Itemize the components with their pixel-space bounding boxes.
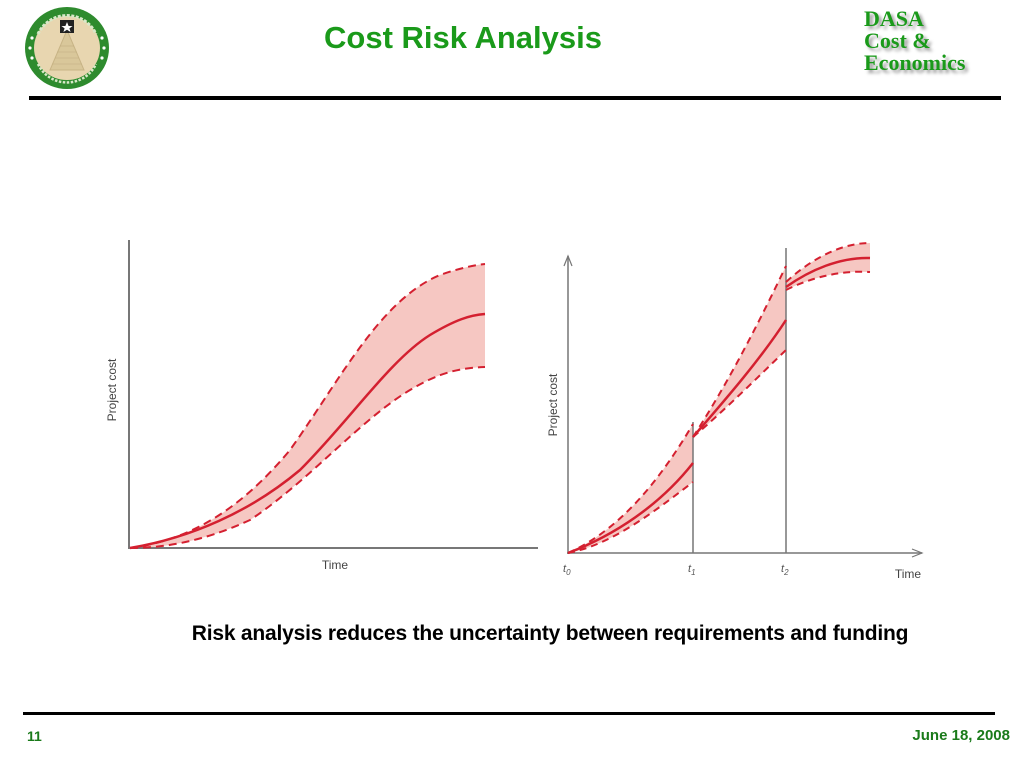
us-army-seal-logo bbox=[24, 6, 110, 90]
upper-bound-curve-3 bbox=[785, 242, 871, 283]
lower-bound-curve-1 bbox=[567, 481, 694, 554]
upper-bound-curve-1 bbox=[567, 423, 694, 554]
y-axis-label: Project cost bbox=[546, 373, 560, 436]
uncertainty-band-segment-2 bbox=[693, 266, 786, 437]
slide-caption: Risk analysis reduces the uncertainty be… bbox=[191, 622, 909, 645]
page-number: 11 bbox=[27, 728, 42, 744]
expected-cost-curve bbox=[129, 312, 486, 550]
tick-t2: t2 bbox=[781, 563, 789, 577]
uncertainty-band-segment-3 bbox=[786, 243, 870, 290]
x-axis-label: Time bbox=[895, 567, 922, 581]
x-axis-label: Time bbox=[322, 558, 349, 572]
logo-line-1: DASA bbox=[864, 6, 924, 31]
logo-line-2: Cost & bbox=[864, 28, 931, 53]
page-title: Cost Risk Analysis bbox=[324, 20, 602, 55]
expected-cost-curve-3 bbox=[785, 256, 871, 289]
x-axis-arrow-icon bbox=[911, 548, 924, 558]
lower-bound-curve bbox=[129, 366, 486, 549]
uncertainty-band bbox=[130, 264, 485, 548]
lower-bound-curve-3 bbox=[785, 270, 871, 291]
footer-divider bbox=[23, 712, 995, 715]
uncertainty-band-segment-1 bbox=[568, 424, 693, 553]
lower-bound-curve-2 bbox=[692, 349, 787, 438]
logo-line-3: Economics bbox=[864, 50, 966, 75]
y-axis-arrow-icon bbox=[563, 254, 573, 267]
footer-date: June 18, 2008 bbox=[912, 727, 1010, 744]
us-army-seal-icon bbox=[25, 7, 109, 89]
dasa-cost-economics-logo: DASA Cost & Economics bbox=[864, 8, 996, 74]
upper-bound-curve-2 bbox=[692, 265, 787, 438]
tick-t1: t1 bbox=[688, 563, 696, 577]
header-divider bbox=[29, 96, 1001, 100]
y-axis-label: Project cost bbox=[105, 358, 119, 421]
upper-bound-curve bbox=[129, 263, 486, 549]
expected-cost-curve-2 bbox=[692, 319, 788, 438]
tick-t0: t0 bbox=[563, 563, 571, 577]
expected-cost-curve-1 bbox=[567, 462, 694, 555]
